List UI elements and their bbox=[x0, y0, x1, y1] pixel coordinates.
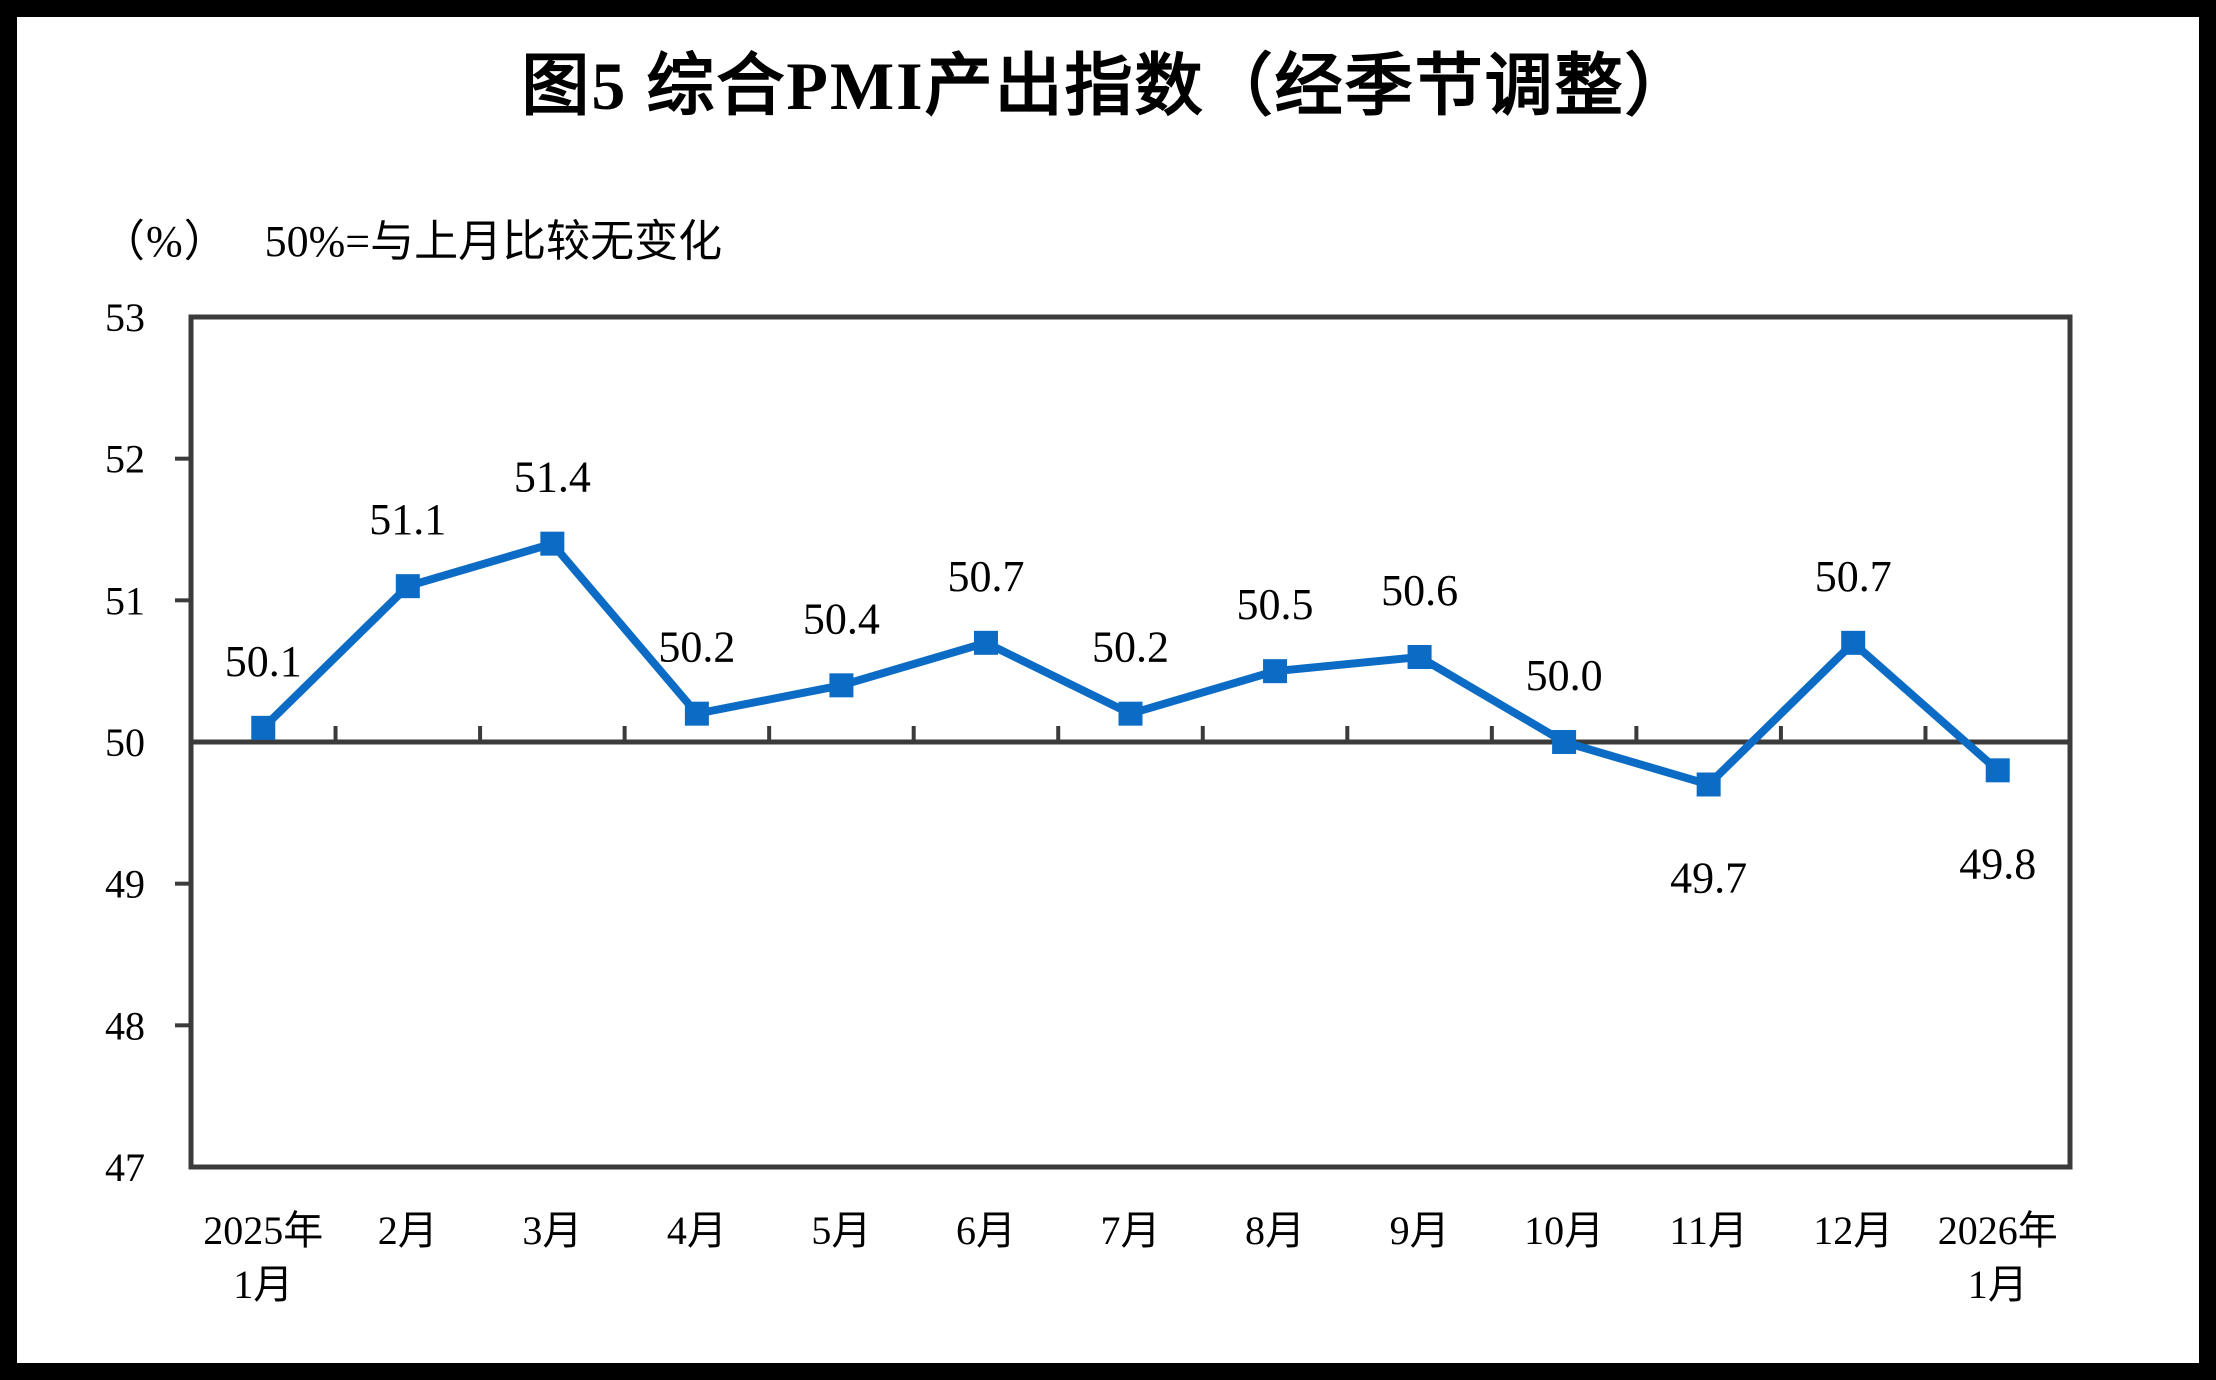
data-point-marker bbox=[1985, 758, 2010, 783]
data-point-marker bbox=[395, 574, 420, 599]
data-point-marker bbox=[251, 715, 276, 740]
y-axis-tick-label: 51 bbox=[105, 578, 145, 623]
x-axis-category-label: 3月 bbox=[522, 1208, 582, 1253]
chart-subtitle-row: （%） 50%=与上月比较无变化 bbox=[101, 205, 722, 269]
y-axis-tick-label: 53 bbox=[105, 295, 145, 340]
data-point-marker bbox=[1696, 772, 1721, 797]
data-point-value-label: 50.7 bbox=[947, 552, 1024, 601]
pmi-output-index-line-chart: 47 48 49 50 51 52 53 2025年 1月 2月 3月 4月 5月 6月 7月 8月 9月 10月… bbox=[105, 295, 2073, 1307]
data-point-value-label: 50.2 bbox=[658, 623, 735, 672]
data-point-marker bbox=[829, 673, 854, 698]
x-axis-category-label: 11月 bbox=[1669, 1208, 1748, 1253]
x-axis-category-label: 2026年 bbox=[1938, 1208, 2058, 1253]
x-axis-category-label: 8月 bbox=[1245, 1208, 1305, 1253]
chart-title: 图5 综合PMI产出指数（经季节调整） bbox=[521, 48, 1695, 124]
data-point-value-label: 50.5 bbox=[1237, 580, 1314, 629]
y-axis-tick-label: 48 bbox=[105, 1003, 145, 1048]
data-point-value-label: 49.8 bbox=[1959, 839, 2036, 888]
x-axis-category-label: 4月 bbox=[667, 1208, 727, 1253]
data-point-marker bbox=[1841, 630, 1866, 655]
data-point-marker bbox=[973, 630, 998, 655]
x-axis-category-label: 12月 bbox=[1813, 1208, 1893, 1253]
chart-subtitle: 50%=与上月比较无变化 bbox=[264, 217, 723, 266]
y-axis-tick-label: 49 bbox=[105, 862, 145, 907]
data-point-value-label: 49.7 bbox=[1670, 854, 1747, 903]
x-axis-category-label: 7月 bbox=[1101, 1208, 1161, 1253]
data-point-value-label: 50.0 bbox=[1526, 651, 1603, 700]
y-axis-tick-label: 47 bbox=[105, 1145, 145, 1190]
x-axis-category-label: 2月 bbox=[378, 1208, 438, 1253]
data-point-marker bbox=[1118, 701, 1143, 726]
x-axis-category-label: 9月 bbox=[1390, 1208, 1450, 1253]
x-axis-category-label: 2025年 bbox=[203, 1208, 323, 1253]
data-point-marker bbox=[1552, 730, 1577, 754]
data-point-marker bbox=[1407, 645, 1432, 669]
x-axis-category-label: 10月 bbox=[1524, 1208, 1604, 1253]
data-point-value-label: 50.4 bbox=[803, 594, 880, 643]
data-point-marker bbox=[540, 531, 565, 556]
y-axis-tick-label: 52 bbox=[105, 437, 145, 482]
x-axis-category-label: 6月 bbox=[956, 1208, 1016, 1253]
x-axis-category-label: 1月 bbox=[1968, 1262, 2028, 1307]
data-point-marker bbox=[684, 701, 709, 726]
data-point-value-label: 50.2 bbox=[1092, 623, 1169, 672]
x-axis-category-label: 1月 bbox=[233, 1262, 293, 1307]
data-point-value-label: 50.6 bbox=[1381, 566, 1458, 615]
data-point-value-label: 50.7 bbox=[1815, 552, 1892, 601]
data-point-value-label: 51.1 bbox=[369, 495, 446, 544]
data-point-marker bbox=[1263, 659, 1288, 684]
y-axis-unit-label: （%） bbox=[101, 217, 229, 266]
data-point-value-label: 51.4 bbox=[514, 453, 591, 502]
x-axis-category-label: 5月 bbox=[811, 1208, 871, 1253]
y-axis-tick-label: 50 bbox=[105, 720, 145, 765]
data-point-value-label: 50.1 bbox=[225, 637, 302, 686]
chart-canvas: 图5 综合PMI产出指数（经季节调整） （%） 50%=与上月比较无变化 47 4… bbox=[17, 17, 2199, 1363]
